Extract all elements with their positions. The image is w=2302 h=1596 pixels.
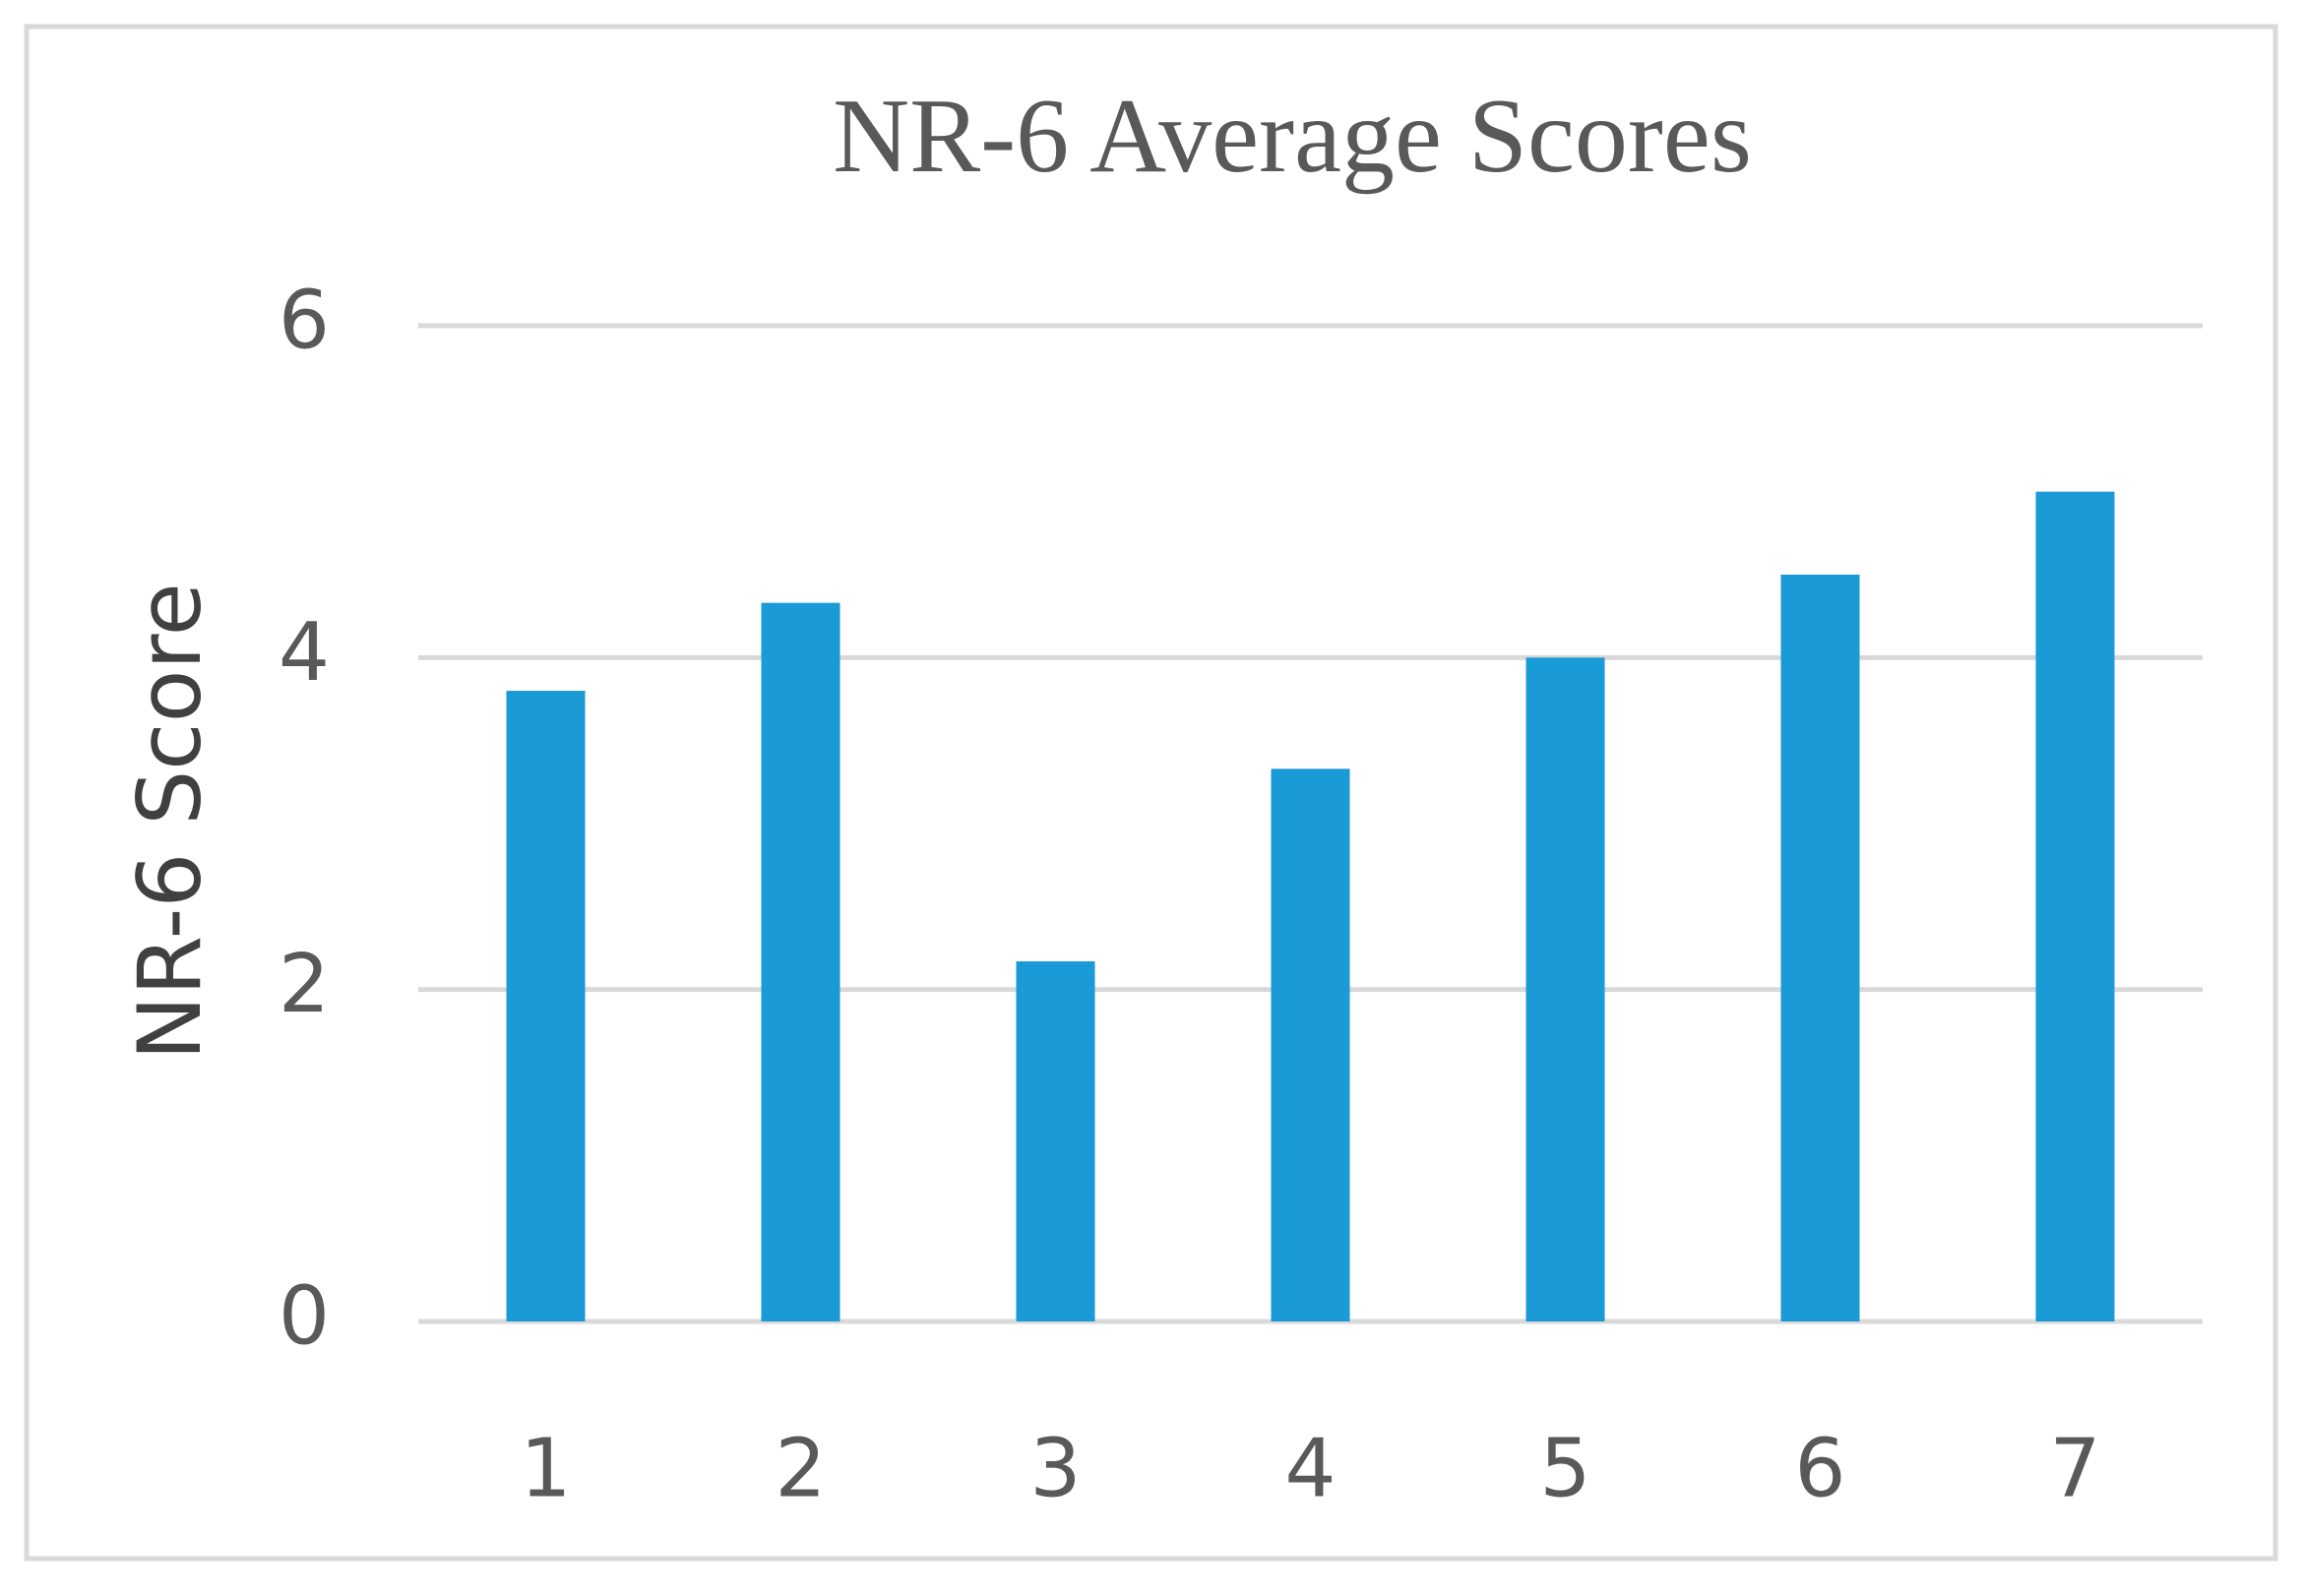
y-tick-label: 4 <box>279 606 330 700</box>
bar <box>1271 768 1350 1321</box>
y-tick-label: 0 <box>279 1269 330 1363</box>
bar <box>1780 575 1860 1321</box>
x-tick-label: 7 <box>2049 1422 2100 1515</box>
bar <box>1525 657 1605 1321</box>
x-tick-label: 5 <box>1539 1422 1590 1515</box>
x-tick-label: 6 <box>1794 1422 1845 1515</box>
bar <box>2035 491 2115 1322</box>
chart-title: NR-6 Average Scores <box>833 78 1752 195</box>
y-axis-label: NR-6 Score <box>119 583 220 1061</box>
bar <box>506 691 586 1321</box>
y-tick-label: 6 <box>279 274 330 367</box>
x-tick-label: 3 <box>1029 1422 1081 1515</box>
chart-border <box>24 24 2278 1562</box>
x-tick-label: 1 <box>520 1422 571 1515</box>
bar <box>1016 960 1095 1321</box>
y-tick-label: 2 <box>279 938 330 1031</box>
x-tick-label: 4 <box>1284 1422 1336 1515</box>
bar <box>761 602 840 1321</box>
x-tick-label: 2 <box>775 1422 826 1515</box>
